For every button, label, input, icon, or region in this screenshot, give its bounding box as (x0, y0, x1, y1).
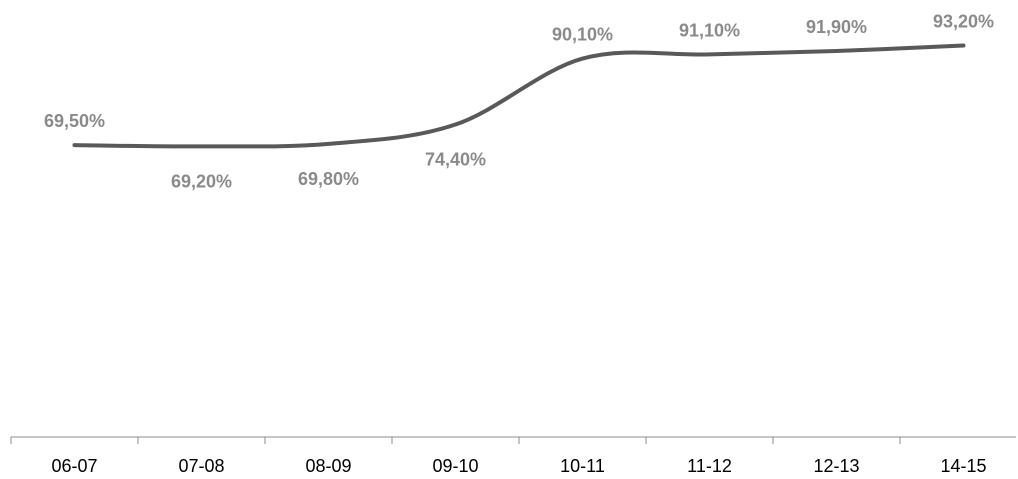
data-label: 93,20% (933, 12, 994, 32)
data-label: 90,10% (552, 25, 613, 45)
data-label: 74,40% (425, 150, 486, 170)
x-tick-label: 11-12 (687, 456, 732, 476)
x-tick-label: 12-13 (813, 456, 859, 476)
plot-area: 06-07 07-08 08-09 09-10 10-11 11-12 12-13 14-15… (10, 12, 1016, 476)
data-label: 69,50% (44, 111, 105, 131)
x-tick-label: 07-08 (178, 456, 224, 476)
data-label: 91,90% (806, 17, 867, 37)
x-tick-label: 10-11 (560, 456, 605, 476)
x-tick-label: 09-10 (432, 456, 478, 476)
data-label: 91,10% (679, 20, 740, 40)
data-label: 69,20% (171, 171, 232, 191)
x-tick-label: 14-15 (940, 456, 986, 476)
data-label: 69,80% (298, 169, 359, 189)
series-line (72, 43, 966, 149)
x-tick-label: 06-07 (51, 456, 97, 476)
x-tick-label: 08-09 (305, 456, 351, 476)
